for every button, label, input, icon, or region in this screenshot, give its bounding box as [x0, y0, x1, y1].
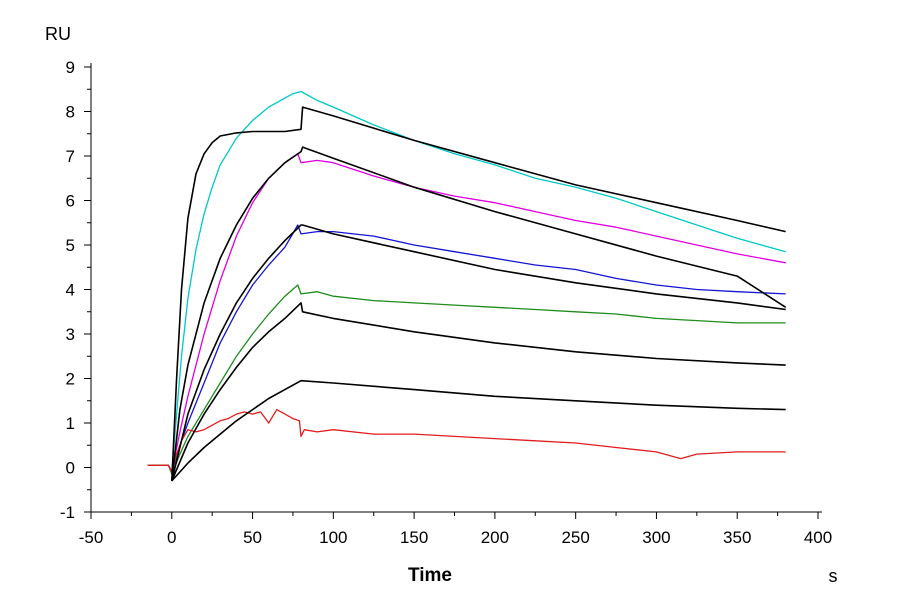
y-tick-label: -1 — [60, 503, 75, 522]
x-tick-label: 0 — [167, 528, 176, 547]
x-tick-label: 50 — [243, 528, 262, 547]
y-tick-label: 5 — [66, 236, 75, 255]
y-tick-label: 0 — [66, 459, 75, 478]
y-tick-label: 3 — [66, 325, 75, 344]
fit-curve-line — [171, 302, 786, 482]
fit-curve-line — [171, 224, 786, 482]
y-axis-unit-label: RU — [45, 24, 71, 44]
x-tick-label: 400 — [804, 528, 832, 547]
y-tick-label: 8 — [66, 103, 75, 122]
fit-curve-line — [171, 146, 787, 481]
fit-curve-line — [171, 379, 786, 482]
series-group — [147, 90, 787, 482]
y-tick-label: 1 — [66, 414, 75, 433]
x-tick-label: 250 — [561, 528, 589, 547]
measured-curve-line — [147, 408, 786, 473]
measured-curve-line — [147, 153, 786, 473]
x-axis-unit-label: s — [829, 566, 838, 586]
y-tick-label: 4 — [66, 281, 75, 300]
x-tick-label: 150 — [400, 528, 428, 547]
measured-curve-line — [147, 224, 786, 473]
y-tick-label: 9 — [66, 58, 75, 77]
y-tick-label: 6 — [66, 192, 75, 211]
x-tick-label: -50 — [79, 528, 104, 547]
y-tick-label: 7 — [66, 147, 75, 166]
x-tick-label: 200 — [481, 528, 509, 547]
measured-curve-line — [147, 284, 786, 475]
x-axis: -50 0 50 100 150 200 250 300 350 400 — [79, 511, 832, 547]
x-axis-title: Time — [408, 565, 452, 586]
fit-curve-line — [171, 106, 786, 481]
y-axis: -1 0 1 2 3 4 5 6 7 8 9 — [60, 58, 92, 522]
x-tick-label: 350 — [723, 528, 751, 547]
y-tick-label: 2 — [66, 370, 75, 389]
measured-curve-line — [147, 90, 786, 473]
x-tick-label: 300 — [642, 528, 670, 547]
x-tick-label: 100 — [319, 528, 347, 547]
